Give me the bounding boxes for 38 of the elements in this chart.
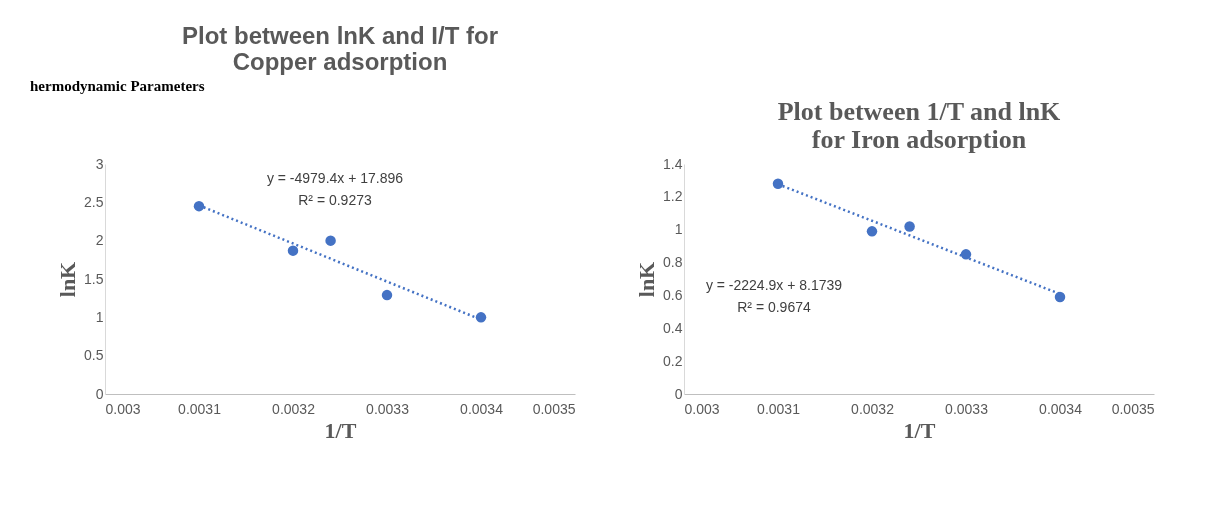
chart-title: Plot between 1/T and lnK for Iron adsorption (777, 97, 1062, 154)
x-axis-title: 1/T (903, 417, 936, 443)
text: hermodynamic Parameters (30, 78, 205, 94)
x-tick-label: 0.0033 (945, 400, 989, 417)
y-tick-label: 1 (674, 221, 683, 238)
y-tick-label: 3 (95, 155, 104, 172)
y-tick-label: 0.4 (663, 319, 683, 336)
y-axis-title: lnK (634, 261, 660, 298)
x-tick-label: 0.003 (684, 400, 720, 417)
chart-title: Plot between lnK and I/T for Copper adsorption (181, 22, 499, 75)
y-tick-label: 0.5 (84, 347, 104, 364)
x-tick-label: 0.0034 (1039, 400, 1083, 417)
y-tick-label: 0.2 (663, 352, 683, 369)
y-tick-label: 1.2 (663, 188, 683, 205)
x-tick-label: 0.0035 (532, 400, 576, 417)
y-tick-label: 1 (95, 308, 104, 325)
x-tick-label: 0.003 (105, 400, 141, 417)
annotation: R² = 0.9674 (737, 299, 811, 315)
y-tick-label: 0 (95, 385, 104, 402)
y-tick-label: 0.6 (663, 286, 683, 303)
x-tick-label: 0.0035 (1111, 400, 1155, 417)
y-tick-label: 0.8 (663, 254, 683, 271)
x-tick-label: 0.0033 (366, 400, 410, 417)
annotation: y = -4979.4x + 17.896 (266, 170, 404, 186)
y-tick-label: 1.5 (84, 270, 104, 287)
y-axis-title: lnK (55, 261, 81, 298)
x-tick-label: 0.0031 (178, 400, 222, 417)
annotation: y = -2224.9x + 8.1739 (705, 277, 843, 293)
x-tick-label: 0.0032 (272, 400, 316, 417)
x-tick-label: 0.0031 (757, 400, 801, 417)
y-tick-label: 2 (95, 232, 104, 249)
annotation: R² = 0.9273 (298, 192, 372, 208)
y-tick-label: 0 (674, 385, 683, 402)
y-tick-label: 1.4 (663, 155, 683, 172)
x-axis-title: 1/T (324, 417, 357, 443)
y-tick-label: 2.5 (84, 193, 104, 210)
x-tick-label: 0.0034 (460, 400, 504, 417)
x-tick-label: 0.0032 (851, 400, 895, 417)
